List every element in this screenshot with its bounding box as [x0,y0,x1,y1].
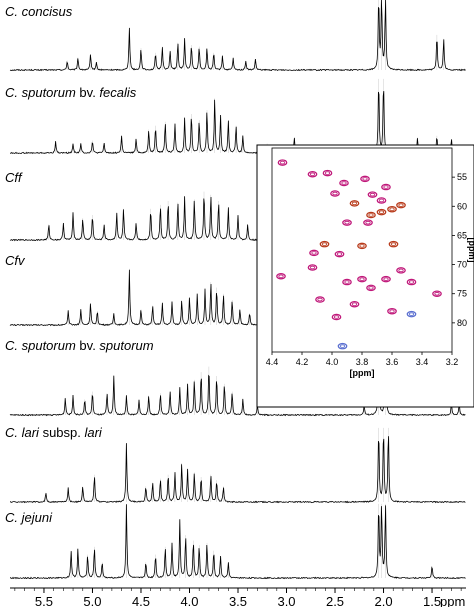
x-tick-label: 5.5 [35,594,53,607]
inset-y-label: [ppm] [467,238,474,263]
inset-x-tick-label: 3.8 [356,357,369,367]
inset-y-tick-label: 70 [457,260,467,270]
hsqc-crosspeak [381,183,391,191]
hsqc-crosspeak [406,278,417,286]
hsqc-crosspeak [363,219,373,226]
hsqc-crosspeak [357,275,367,283]
inset-x-tick-label: 4.2 [296,357,309,367]
inset-x-tick-label: 3.2 [446,357,459,367]
hsqc-crosspeak [319,240,330,248]
x-tick-label: 2.0 [374,594,392,607]
x-tick-label: 3.0 [277,594,295,607]
spectrum-trace [9,343,466,417]
spectrum-6: C. jejuni [5,503,466,580]
inset-x-tick-label: 3.4 [416,357,429,367]
inset-frame [256,144,474,408]
spectrum-label: C. sputorum bv. sputorum [5,338,154,353]
x-tick-label: 4.5 [132,594,150,607]
inset-y-tick-label: 65 [457,230,467,240]
hsqc-crosspeak [367,191,378,198]
spectrum-1: C. sputorum bv. fecalis [5,78,466,155]
hsqc-crosspeak [331,313,342,321]
hsqc-crosspeak [322,169,333,177]
x-tick-label: 1.5 [423,594,441,607]
hsqc-crosspeak [349,300,360,308]
inset-x-label: [ppm] [350,368,375,378]
hsqc-crosspeak [432,290,442,297]
hsqc-crosspeak [334,250,345,258]
inset-y-tick-label: 80 [457,318,467,328]
hsqc-crosspeak [406,310,417,318]
hsqc-crosspeak [396,201,406,209]
hsqc-crosspeak [357,242,367,250]
spectrum-trace [9,0,466,72]
inset-x-tick-label: 4.4 [266,357,279,367]
hsqc-crosspeak [387,205,397,213]
hsqc-crosspeak [366,284,376,292]
x-tick-label: 4.0 [180,594,198,607]
spectrum-label: C. sputorum bv. fecalis [5,85,137,100]
hsqc-crosspeak [360,175,370,183]
hsqc-crosspeak [366,211,376,219]
hsqc-crosspeak [330,190,340,197]
inset-y-tick-label: 75 [457,289,467,299]
spectrum-trace [9,436,466,504]
hsqc-crosspeak [349,200,360,207]
hsqc-crosspeak [315,296,325,303]
hsqc-crosspeak [339,179,349,187]
x-axis-label: ppm [440,594,465,607]
hsqc-crosspeak [307,264,318,271]
hsqc-crosspeak [381,275,391,283]
hsqc-crosspeak [342,219,352,226]
inset-y-tick-label: 60 [457,201,467,211]
spectrum-trace [9,504,466,580]
hsqc-crosspeak [337,342,348,350]
spectrum-5: C. lari subsp. lari [5,425,466,504]
spectrum-0: C. concisus [5,0,466,72]
hsqc-crosspeak [396,267,406,274]
hsqc-crosspeak [276,272,286,280]
hsqc-crosspeak [376,197,387,204]
inset-y-tick-label: 55 [457,172,467,182]
spectrum-label: C. lari subsp. lari [5,425,103,440]
inset-x-tick-label: 3.6 [386,357,399,367]
spectrum-label: C. concisus [5,4,73,19]
inset-x-tick-label: 4.0 [326,357,339,367]
x-tick-label: 3.5 [229,594,247,607]
spectrum-label: C. jejuni [5,510,53,525]
hsqc-crosspeak [309,249,319,257]
hsqc-crosspeak [277,159,288,166]
x-tick-label: 5.0 [83,594,101,607]
spectrum-label: Cfv [5,253,26,268]
x-tick-label: 2.5 [326,594,344,607]
hsqc-inset: 4.4 4.2 4.0 3.8 3.6 3.4 3.2 55 60 65 70 75 80 [ppm] [p… [256,144,474,408]
hsqc-crosspeak [342,278,352,286]
hsqc-crosspeak [376,208,387,216]
hsqc-crosspeak [387,307,397,315]
hsqc-crosspeak [307,170,318,178]
spectrum-label: Cff [5,170,23,185]
hsqc-crosspeak [388,240,399,248]
